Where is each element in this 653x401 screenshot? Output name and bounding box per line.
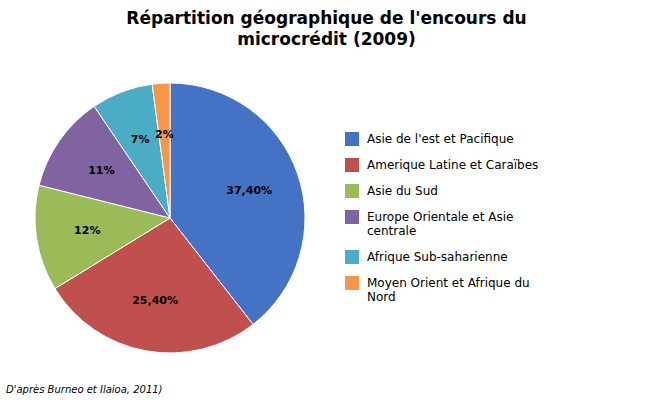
title: Répartition géographique de l'encours du… (126, 8, 526, 49)
pie (35, 83, 305, 353)
pie-slice (152, 83, 170, 218)
chart: Répartition géographique de l'encours du… (0, 0, 653, 401)
data-label: 2% (155, 128, 174, 141)
legend-item: Amerique Latine et Caraïbes (345, 158, 538, 172)
legend-label: Europe Orientale et Asiecentrale (367, 210, 513, 238)
legend-swatch (345, 132, 359, 146)
legend-swatch (345, 276, 359, 290)
legend-item: Moyen Orient et Afrique duNord (345, 276, 530, 304)
legend: Asie de l'est et Pacifique Amerique Latin… (345, 132, 538, 304)
legend-swatch (345, 158, 359, 172)
legend-label: Afrique Sub-saharienne (367, 250, 508, 264)
data-labels: 37,40% 25,40% 12% 11% 7% 2% (74, 128, 272, 307)
data-label: 12% (74, 224, 100, 237)
legend-label: Moyen Orient et Afrique duNord (367, 276, 530, 304)
legend-item: Europe Orientale et Asiecentrale (345, 210, 513, 238)
legend-label: Asie du Sud (367, 184, 438, 198)
footnote: D'après Burneo et Ilaioa, 2011) (6, 384, 163, 395)
legend-swatch (345, 210, 359, 224)
legend-item: Afrique Sub-saharienne (345, 250, 508, 264)
data-label: 25,40% (132, 294, 178, 307)
data-label: 11% (88, 164, 114, 177)
legend-label: Asie de l'est et Pacifique (367, 132, 514, 146)
legend-item: Asie du Sud (345, 184, 438, 198)
legend-label: Amerique Latine et Caraïbes (367, 158, 538, 172)
legend-swatch (345, 184, 359, 198)
data-label: 7% (131, 133, 150, 146)
data-label: 37,40% (226, 184, 272, 197)
legend-swatch (345, 250, 359, 264)
legend-item: Asie de l'est et Pacifique (345, 132, 514, 146)
